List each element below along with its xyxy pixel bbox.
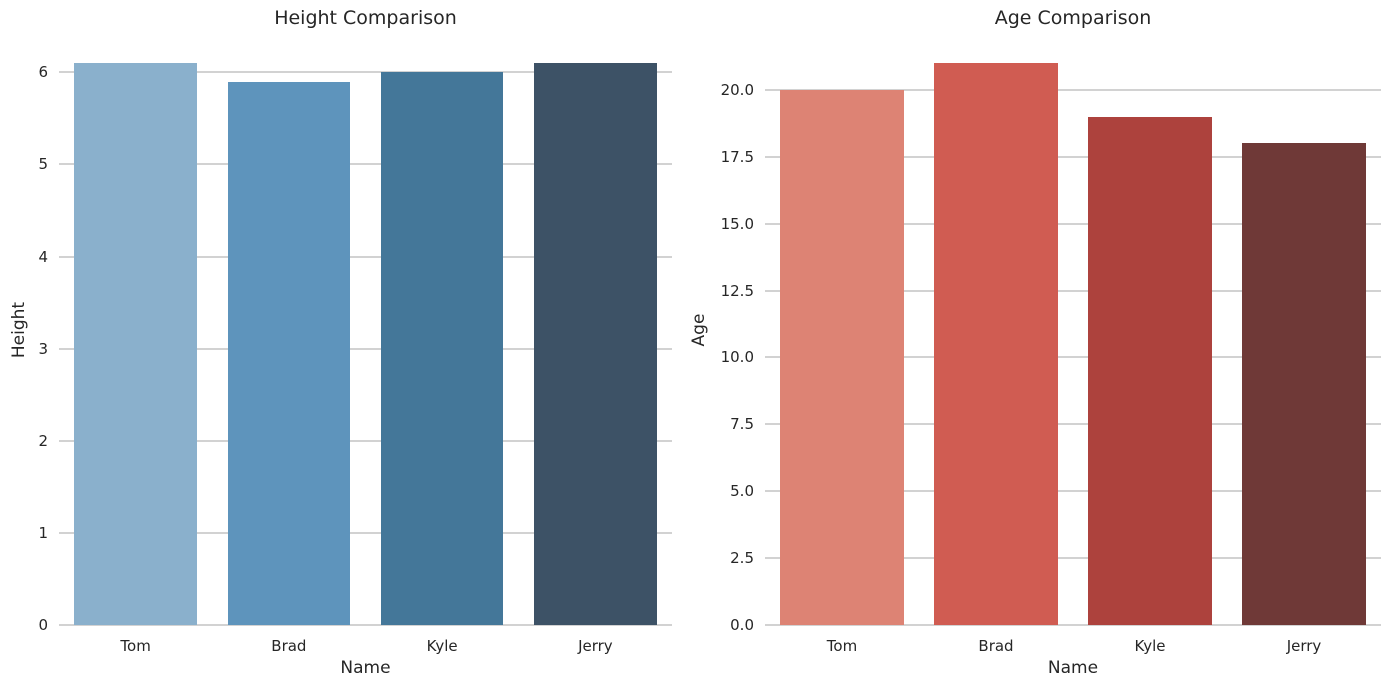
gridline bbox=[765, 356, 1381, 359]
gridline bbox=[765, 624, 1381, 626]
x-tick-label: Brad bbox=[978, 637, 1014, 655]
chart-title: Height Comparison bbox=[274, 7, 457, 29]
y-tick-label: 20.0 bbox=[720, 80, 754, 99]
x-tick-label: Brad bbox=[271, 637, 307, 655]
gridline bbox=[59, 347, 672, 350]
y-tick-label: 2 bbox=[38, 431, 48, 450]
gridline bbox=[59, 163, 672, 166]
y-axis-label: Height bbox=[9, 301, 29, 359]
gridline bbox=[765, 490, 1381, 493]
x-axis-label: Name bbox=[1047, 658, 1099, 678]
chart-title: Age Comparison bbox=[994, 7, 1152, 29]
bar-kyle bbox=[380, 72, 504, 625]
y-tick-label: 0.0 bbox=[730, 616, 754, 634]
x-axis-label: Name bbox=[340, 658, 391, 678]
y-tick-label: 4 bbox=[38, 247, 48, 266]
gridline bbox=[59, 439, 672, 442]
bar-kyle bbox=[1088, 116, 1212, 625]
y-axis-label: Age bbox=[689, 313, 709, 347]
x-tick-label: Jerry bbox=[578, 637, 613, 655]
y-tick-label: 3 bbox=[38, 339, 48, 358]
bar-brad bbox=[934, 63, 1058, 625]
y-tick-label: 2.5 bbox=[730, 549, 754, 568]
gridline bbox=[59, 255, 672, 258]
x-tick-label: Tom bbox=[120, 637, 151, 655]
bar-tom bbox=[74, 63, 197, 625]
bar-jerry bbox=[534, 63, 657, 625]
y-tick-label: 5 bbox=[38, 155, 48, 174]
gridline bbox=[765, 289, 1381, 292]
bar-jerry bbox=[1242, 143, 1366, 625]
y-tick-label: 1 bbox=[38, 523, 48, 542]
gridline bbox=[765, 557, 1381, 560]
gridline bbox=[59, 531, 672, 534]
gridline bbox=[765, 88, 1381, 91]
x-tick-label: Kyle bbox=[426, 637, 458, 655]
y-tick-label: 6 bbox=[38, 63, 48, 82]
gridline bbox=[59, 624, 672, 626]
x-tick-label: Kyle bbox=[1134, 637, 1166, 655]
y-tick-label: 5.0 bbox=[730, 482, 754, 501]
plot-area: 0.0 2.5 5.0 7.5 10.0 12.5 15.0 17.5 20.0 Tom Brad K… bbox=[721, 35, 1381, 655]
gridline bbox=[765, 222, 1381, 225]
bar-brad bbox=[227, 81, 351, 625]
y-tick-label: 15.0 bbox=[720, 214, 754, 233]
gridline bbox=[59, 71, 672, 74]
y-tick-label: 17.5 bbox=[720, 147, 754, 166]
y-tick-label: 10.0 bbox=[720, 348, 754, 367]
x-tick-label: Jerry bbox=[1286, 637, 1322, 655]
y-tick-label: 7.5 bbox=[730, 415, 754, 434]
gridline bbox=[765, 423, 1381, 426]
plot-area: 0 1 2 3 4 5 6 Tom Brad Kyle Jerry bbox=[38, 35, 672, 655]
gridline bbox=[765, 155, 1381, 158]
y-tick-label: 0 bbox=[38, 616, 48, 634]
x-tick-label: Tom bbox=[826, 637, 858, 655]
bar-tom bbox=[780, 89, 904, 625]
y-tick-label: 12.5 bbox=[720, 281, 754, 300]
